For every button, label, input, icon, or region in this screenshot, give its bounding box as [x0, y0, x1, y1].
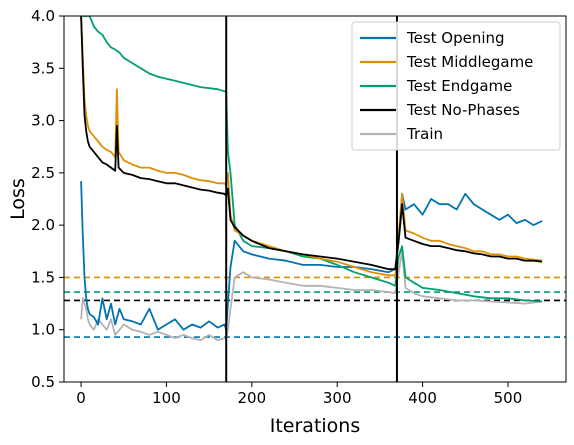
legend-label-test-endgame: Test Endgame [406, 77, 512, 95]
legend-label-test-middlegame: Test Middlegame [406, 53, 533, 71]
y-tick-label: 2.0 [31, 216, 55, 234]
test-middlegame-line [80, 16, 543, 277]
x-tick-label: 300 [323, 389, 352, 407]
y-tick-label: 3.5 [31, 59, 55, 77]
x-axis-title: Iterations [270, 415, 361, 437]
y-axis-title: Loss [7, 178, 29, 220]
test-no-phases-line [80, 16, 543, 270]
y-tick-label: 1.5 [31, 268, 55, 286]
legend-label-test-opening: Test Opening [406, 29, 505, 47]
axes-frame [63, 15, 567, 383]
legend-box [351, 21, 561, 151]
x-tick-label: 500 [494, 389, 523, 407]
y-tick-label: 2.5 [31, 164, 55, 182]
legend-label-train: Train [406, 125, 443, 143]
x-tick-label: 200 [238, 389, 267, 407]
legend: Test Opening Test Middlegame Test Endgame T… [351, 21, 561, 151]
legend-label-test-no-phases: Test No-Phases [406, 101, 520, 119]
x-tick-label: 100 [152, 389, 181, 407]
y-tick-label: 1.0 [31, 321, 55, 339]
test-endgame-line [81, 16, 543, 303]
y-tick-label: 3.0 [31, 112, 55, 130]
y-tick-label: 0.5 [31, 373, 55, 391]
x-tick-label: 400 [408, 389, 437, 407]
axis-ticks: 0 100 200 300 400 500 0.5 1.0 1.5 2.0 2.5 3.0 3.5 4.0 [31, 7, 522, 407]
test-opening-line [80, 181, 543, 331]
y-tick-label: 4.0 [31, 7, 55, 25]
x-tick-label: 0 [76, 389, 86, 407]
plot-area [64, 16, 566, 382]
